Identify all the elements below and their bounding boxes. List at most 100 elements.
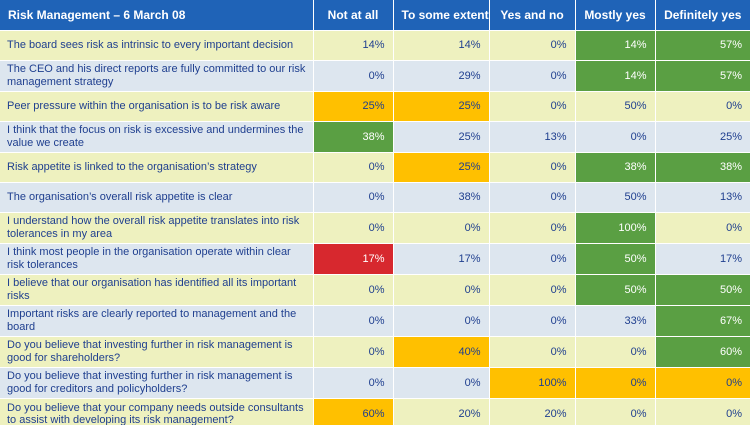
value-cell: 25% (655, 121, 750, 153)
table-row: Important risks are clearly reported to … (0, 305, 750, 337)
table-row: I believe that our organisation has iden… (0, 274, 750, 306)
value-cell: 0% (489, 212, 576, 244)
value-cell: 0% (489, 243, 576, 275)
statement-cell: The organisation’s overall risk appetite… (0, 182, 314, 213)
value-cell: 50% (575, 243, 656, 275)
value-cell: 50% (575, 91, 656, 122)
value-cell: 14% (393, 30, 490, 61)
table-row: I think most people in the organisation … (0, 243, 750, 275)
header-mostly-yes: Mostly yes (575, 0, 656, 31)
value-cell: 100% (489, 367, 576, 399)
table-row: Peer pressure within the organisation is… (0, 91, 750, 122)
value-cell: 0% (313, 367, 394, 399)
statement-cell: I understand how the overall risk appeti… (0, 212, 314, 244)
value-cell: 57% (655, 60, 750, 92)
value-cell: 38% (575, 152, 656, 183)
value-cell: 0% (489, 274, 576, 306)
header-not-at-all: Not at all (313, 0, 394, 31)
value-cell: 25% (393, 152, 490, 183)
value-cell: 40% (393, 336, 490, 368)
value-cell: 60% (313, 398, 394, 425)
value-cell: 14% (313, 30, 394, 61)
value-cell: 29% (393, 60, 490, 92)
statement-cell: Peer pressure within the organisation is… (0, 91, 314, 122)
statement-cell: I think that the focus on risk is excess… (0, 121, 314, 153)
value-cell: 0% (393, 305, 490, 337)
value-cell: 25% (313, 91, 394, 122)
table-row: I think that the focus on risk is excess… (0, 121, 750, 153)
value-cell: 50% (575, 274, 656, 306)
value-cell: 13% (489, 121, 576, 153)
header-to-some-extent: To some extent (393, 0, 490, 31)
header-title: Risk Management – 6 March 08 (0, 0, 314, 31)
value-cell: 25% (393, 91, 490, 122)
statement-cell: Do you believe that investing further in… (0, 367, 314, 399)
value-cell: 0% (393, 274, 490, 306)
value-cell: 38% (655, 152, 750, 183)
table-row: I understand how the overall risk appeti… (0, 212, 750, 244)
value-cell: 0% (655, 91, 750, 122)
value-cell: 14% (575, 30, 656, 61)
value-cell: 57% (655, 30, 750, 61)
value-cell: 38% (313, 121, 394, 153)
value-cell: 17% (313, 243, 394, 275)
value-cell: 25% (393, 121, 490, 153)
statement-cell: Do you believe that investing further in… (0, 336, 314, 368)
table-row: Do you believe that investing further in… (0, 367, 750, 399)
value-cell: 50% (655, 274, 750, 306)
value-cell: 0% (489, 305, 576, 337)
value-cell: 0% (313, 274, 394, 306)
value-cell: 100% (575, 212, 656, 244)
value-cell: 60% (655, 336, 750, 368)
header-yes-and-no: Yes and no (489, 0, 576, 31)
table-row: The board sees risk as intrinsic to ever… (0, 30, 750, 61)
table-row: The organisation’s overall risk appetite… (0, 182, 750, 213)
table-row: Risk appetite is linked to the organisat… (0, 152, 750, 183)
value-cell: 0% (313, 60, 394, 92)
value-cell: 17% (655, 243, 750, 275)
value-cell: 50% (575, 182, 656, 213)
value-cell: 0% (393, 212, 490, 244)
table-row: Do you believe that investing further in… (0, 336, 750, 368)
value-cell: 0% (313, 182, 394, 213)
value-cell: 0% (489, 152, 576, 183)
header-definitely-yes: Definitely yes (655, 0, 750, 31)
value-cell: 0% (489, 182, 576, 213)
value-cell: 38% (393, 182, 490, 213)
value-cell: 13% (655, 182, 750, 213)
value-cell: 0% (313, 305, 394, 337)
table-row: Do you believe that your company needs o… (0, 398, 750, 425)
statement-cell: Important risks are clearly reported to … (0, 305, 314, 337)
table-header-row: Risk Management – 6 March 08 Not at all … (0, 0, 750, 31)
value-cell: 0% (393, 367, 490, 399)
value-cell: 0% (313, 212, 394, 244)
value-cell: 0% (489, 91, 576, 122)
value-cell: 33% (575, 305, 656, 337)
value-cell: 0% (655, 367, 750, 399)
value-cell: 20% (489, 398, 576, 425)
value-cell: 0% (489, 30, 576, 61)
value-cell: 20% (393, 398, 490, 425)
statement-cell: Do you believe that your company needs o… (0, 398, 314, 425)
value-cell: 0% (575, 367, 656, 399)
value-cell: 0% (575, 121, 656, 153)
statement-cell: The CEO and his direct reports are fully… (0, 60, 314, 92)
value-cell: 0% (489, 60, 576, 92)
statement-cell: Risk appetite is linked to the organisat… (0, 152, 314, 183)
value-cell: 0% (655, 398, 750, 425)
value-cell: 0% (313, 152, 394, 183)
value-cell: 0% (489, 336, 576, 368)
value-cell: 17% (393, 243, 490, 275)
table-row: The CEO and his direct reports are fully… (0, 60, 750, 92)
value-cell: 0% (575, 336, 656, 368)
value-cell: 0% (575, 398, 656, 425)
value-cell: 0% (655, 212, 750, 244)
statement-cell: I think most people in the organisation … (0, 243, 314, 275)
value-cell: 14% (575, 60, 656, 92)
value-cell: 0% (313, 336, 394, 368)
statement-cell: I believe that our organisation has iden… (0, 274, 314, 306)
value-cell: 67% (655, 305, 750, 337)
statement-cell: The board sees risk as intrinsic to ever… (0, 30, 314, 61)
